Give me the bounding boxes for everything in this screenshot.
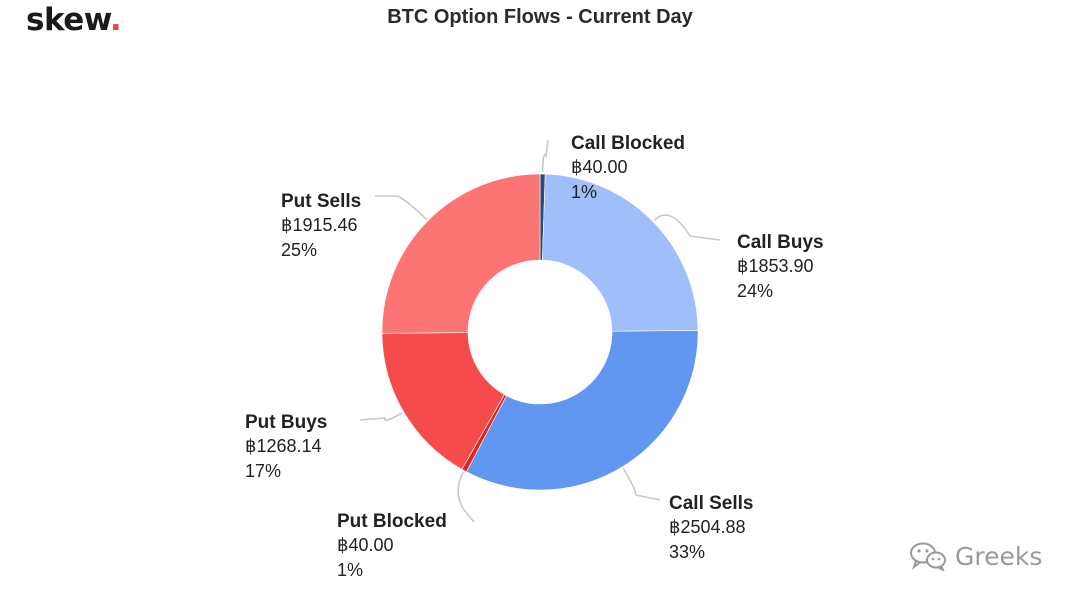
slice-put-sells[interactable] [381, 173, 541, 334]
watermark: Greeks [909, 541, 1042, 571]
connector-call-blocked [541, 139, 549, 173]
label-percent-call-sells: 33% [669, 542, 705, 562]
connector-call-sells [622, 468, 661, 501]
label-name-call-blocked: Call Blocked [571, 133, 685, 154]
wechat-icon [909, 541, 947, 571]
label-value-put-sells: ฿1915.46 [281, 215, 358, 235]
skew-logo: skew. [26, 2, 122, 38]
slice-call-buys[interactable] [542, 173, 699, 332]
logo-text: skew [26, 2, 110, 38]
label-percent-put-sells: 25% [281, 240, 317, 260]
label-percent-call-blocked: 1% [571, 182, 597, 202]
connectors-group [359, 139, 721, 523]
label-name-put-blocked: Put Blocked [337, 511, 447, 532]
label-name-put-sells: Put Sells [281, 191, 361, 212]
label-value-call-sells: ฿2504.88 [669, 517, 746, 537]
label-percent-call-buys: 24% [737, 281, 773, 301]
slice-put-buys[interactable] [381, 332, 505, 470]
labels-group: Call Blocked ฿40.00 1% Call Buys ฿1853.90 24%… [245, 133, 824, 580]
label-percent-put-blocked: 1% [337, 560, 363, 580]
label-value-call-buys: ฿1853.90 [737, 256, 814, 276]
label-value-put-buys: ฿1268.14 [245, 436, 322, 456]
connector-put-buys [359, 412, 403, 421]
label-name-put-buys: Put Buys [245, 412, 327, 433]
label-percent-put-buys: 17% [245, 461, 281, 481]
label-value-put-blocked: ฿40.00 [337, 535, 394, 555]
label-name-call-buys: Call Buys [737, 232, 824, 253]
chart-title: BTC Option Flows - Current Day [387, 6, 693, 28]
connector-put-sells [375, 195, 427, 220]
watermark-text: Greeks [955, 541, 1043, 571]
slices-group [381, 173, 699, 491]
label-name-call-sells: Call Sells [669, 493, 754, 514]
connector-put-blocked [457, 471, 475, 523]
slice-call-sells[interactable] [466, 330, 699, 491]
connector-call-buys [653, 214, 721, 241]
logo-dot: . [109, 2, 122, 38]
label-value-call-blocked: ฿40.00 [571, 157, 628, 177]
